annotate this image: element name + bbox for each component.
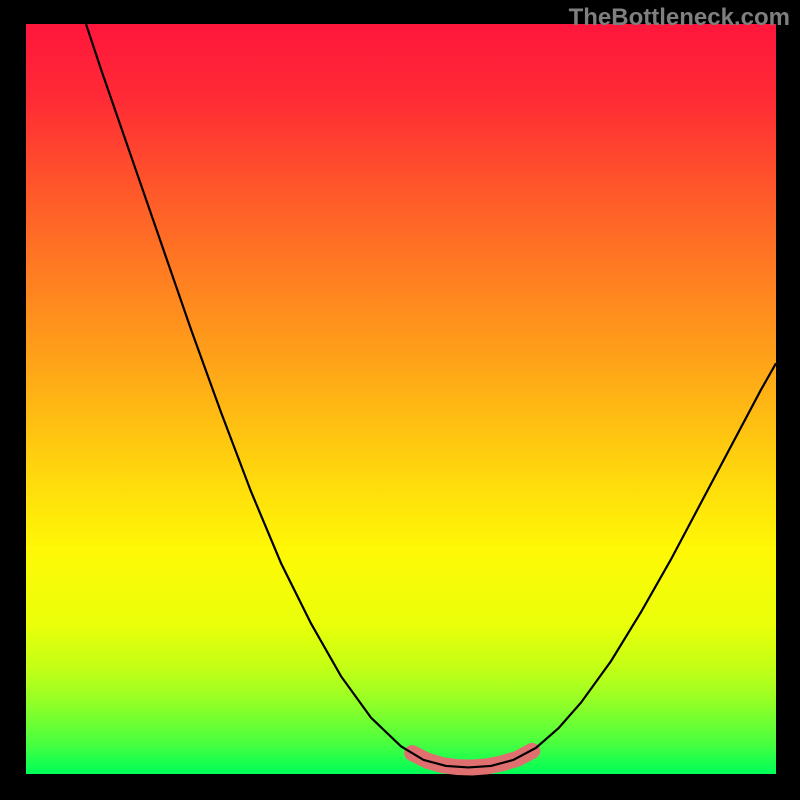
- curve-layer: [26, 24, 776, 778]
- bottleneck-curve: [86, 24, 776, 767]
- chart-container: TheBottleneck.com: [0, 0, 800, 800]
- plot-area: [26, 24, 776, 778]
- watermark-text: TheBottleneck.com: [569, 4, 790, 32]
